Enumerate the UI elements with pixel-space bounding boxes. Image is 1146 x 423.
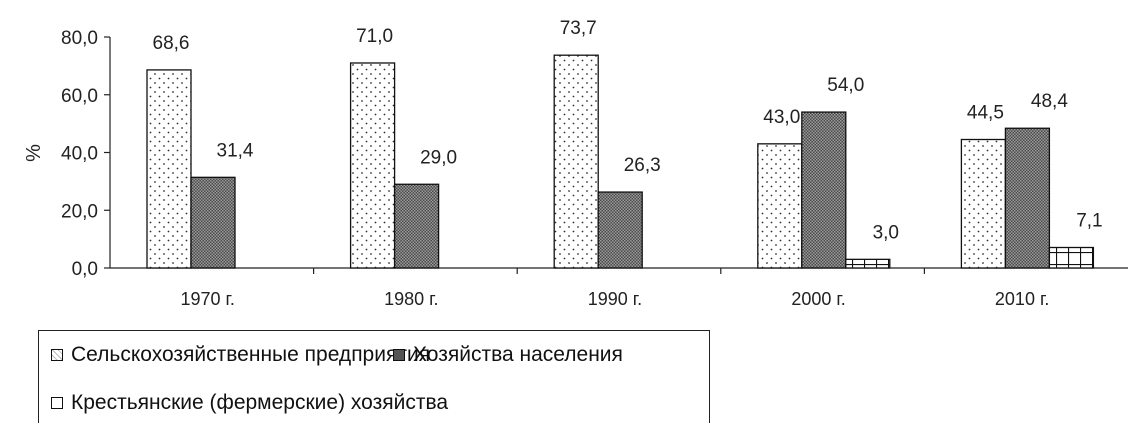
bar-bricks: [845, 258, 891, 269]
bar-dots: [146, 69, 192, 269]
data-labels: 68,6 31,4 71,0 29,0 73,7 26,3 43,0 54,0 3,0 44,5 4…: [153, 18, 1103, 243]
axes: 0,0 20,0 40,0 60,0 80,0% 1970 г. 1980 г. 1990 г…: [23, 28, 1128, 309]
data-label: 54,0: [827, 75, 864, 96]
data-label: 44,5: [967, 103, 1004, 124]
legend-label-households: Хозяйства населения: [413, 343, 623, 366]
y-tick-label: 0,0: [72, 259, 98, 280]
dark-swatch-icon: [393, 349, 405, 361]
data-label: 26,3: [624, 155, 661, 176]
data-label: 43,0: [763, 107, 800, 128]
legend: Сельскохозяйственные предприятия Хозяйст…: [38, 330, 710, 423]
data-label: 73,7: [560, 18, 597, 39]
bar-bricks: [1048, 246, 1095, 269]
bar-dots: [553, 54, 599, 269]
legend-item-enterprises: Сельскохозяйственные предприятия: [51, 343, 430, 367]
bars: [146, 54, 1095, 269]
bar-dark: [393, 183, 440, 269]
y-tick-label: 40,0: [61, 144, 98, 165]
x-tick-label: 1990 г.: [588, 289, 642, 309]
bar-dots: [757, 143, 803, 269]
legend-label-enterprises: Сельскохозяйственные предприятия: [71, 343, 431, 366]
data-label: 7,1: [1076, 210, 1102, 231]
x-tick-label: 2000 г.: [791, 289, 845, 309]
legend-label-farms: Крестьянские (фермерские) хозяйства: [71, 391, 449, 414]
bar-chart: 0,0 20,0 40,0 60,0 80,0% 1970 г. 1980 г. 1990 г…: [23, 18, 1128, 309]
data-label: 71,0: [356, 26, 393, 47]
bar-dark: [190, 176, 236, 269]
data-label: 68,6: [153, 33, 190, 54]
bar-dark: [1004, 127, 1051, 269]
bar-dark: [597, 191, 643, 269]
data-label: 3,0: [873, 222, 899, 243]
x-tick-label: 2010 г.: [995, 289, 1049, 309]
legend-item-farms: Крестьянские (фермерские) хозяйства: [51, 391, 448, 415]
y-tick-label: 60,0: [61, 86, 98, 107]
y-tick-label: 80,0: [61, 28, 98, 49]
y-axis-label: %: [23, 144, 45, 162]
legend-item-households: Хозяйства населения: [393, 343, 623, 367]
y-tick-label: 20,0: [61, 201, 98, 222]
x-tick-label: 1980 г.: [384, 289, 438, 309]
data-label: 29,0: [420, 147, 457, 168]
x-tick-label: 1970 г.: [181, 289, 235, 309]
bar-dots: [349, 62, 396, 269]
bar-dots: [960, 138, 1007, 269]
bricks-swatch-icon: [51, 397, 63, 409]
bar-dark: [801, 111, 847, 269]
dotted-swatch-icon: [51, 349, 63, 361]
data-label: 48,4: [1031, 91, 1068, 112]
data-label: 31,4: [217, 140, 254, 161]
